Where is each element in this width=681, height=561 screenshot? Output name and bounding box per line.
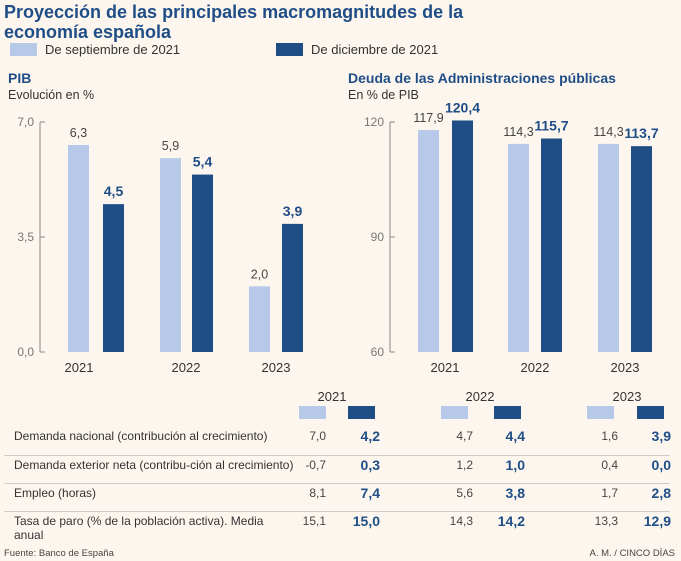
- data-label: 5,4: [193, 154, 213, 170]
- table-row: Demanda nacional (contribución al crecim…: [4, 427, 671, 454]
- y-tick-label: 0,0: [17, 345, 34, 359]
- value-sept: 1,2: [456, 458, 473, 472]
- bar: [541, 138, 562, 352]
- value-sept: 8,1: [309, 486, 326, 500]
- credit: A. M. / CINCO DÍAS: [589, 548, 675, 559]
- data-label: 4,5: [104, 183, 124, 199]
- value-sept: 1,7: [601, 486, 618, 500]
- bar: [103, 204, 124, 352]
- value-sept: 13,3: [594, 514, 618, 528]
- data-label: 114,3: [503, 125, 533, 139]
- bar: [598, 143, 619, 352]
- y-tick-label: 7,0: [17, 115, 34, 129]
- y-tick-label: 90: [371, 230, 385, 244]
- bar: [68, 145, 89, 352]
- row-label: Empleo (horas): [14, 486, 97, 500]
- deuda-title: Deuda de las Administraciones públicas: [348, 70, 616, 86]
- value-sept: -0,7: [305, 458, 326, 472]
- value-dic: 1,0: [505, 457, 525, 473]
- y-tick-label: 3,5: [17, 230, 34, 244]
- value-dic: 0,3: [360, 457, 380, 473]
- value-dic: 7,4: [360, 485, 380, 501]
- value-sept: 4,7: [456, 429, 473, 443]
- table-swatch-sept: [587, 406, 614, 419]
- value-dic: 12,9: [643, 513, 671, 529]
- x-tick-label: 2021: [431, 360, 460, 375]
- value-dic: 3,9: [651, 428, 671, 444]
- bar: [452, 120, 473, 352]
- bar: [418, 130, 439, 352]
- x-tick-label: 2022: [172, 360, 201, 375]
- row-label: Demanda exterior neta (contribu-ción al …: [14, 458, 294, 472]
- table-row: Tasa de paro (% de la población activa).…: [4, 511, 671, 542]
- data-label: 3,9: [283, 203, 303, 219]
- legend-swatch-sept: [10, 43, 37, 56]
- value-dic: 4,2: [360, 428, 380, 444]
- source: Fuente: Banco de España: [4, 548, 114, 559]
- data-label: 5,9: [162, 139, 179, 153]
- table-swatch-sept: [299, 406, 326, 419]
- legend-label: De diciembre de 2021: [311, 42, 439, 57]
- x-tick-label: 2023: [611, 360, 640, 375]
- table-swatch-dic: [494, 406, 521, 419]
- table-row: Demanda exterior neta (contribu-ción al …: [4, 455, 671, 483]
- bar: [282, 223, 303, 352]
- pib-title: PIB: [8, 70, 32, 86]
- page-title: Proyección de las principales macromagni…: [4, 2, 464, 42]
- x-tick-label: 2021: [65, 360, 94, 375]
- data-label: 6,3: [70, 126, 87, 140]
- data-label: 117,9: [413, 111, 443, 125]
- table-row: Empleo (horas) 8,1 7,4 5,6 3,8 1,7 2,8: [4, 483, 671, 511]
- value-sept: 14,3: [449, 514, 473, 528]
- x-tick-label: 2023: [262, 360, 291, 375]
- data-label: 115,7: [534, 117, 568, 133]
- y-tick-label: 60: [371, 345, 385, 359]
- row-label: Demanda nacional (contribución al crecim…: [14, 429, 268, 443]
- value-sept: 0,4: [601, 458, 618, 472]
- bar: [249, 286, 270, 352]
- data-label: 2,0: [251, 267, 268, 281]
- legend-swatch-dic: [276, 43, 303, 56]
- row-label: Tasa de paro (% de la población activa).…: [14, 514, 264, 542]
- table-swatch-dic: [637, 406, 664, 419]
- legend-label: De septiembre de 2021: [45, 42, 181, 57]
- y-tick-label: 120: [364, 115, 384, 129]
- value-dic: 3,8: [505, 485, 525, 501]
- table-swatch-dic: [348, 406, 375, 419]
- table-year: 2021: [317, 389, 347, 404]
- value-sept: 15,1: [302, 514, 326, 528]
- value-dic: 0,0: [651, 457, 671, 473]
- data-label: 120,4: [445, 99, 480, 115]
- x-tick-label: 2022: [521, 360, 550, 375]
- bar: [192, 174, 213, 352]
- value-sept: 7,0: [309, 429, 326, 443]
- table-swatch-sept: [441, 406, 468, 419]
- table-year: 2023: [612, 389, 642, 404]
- value-sept: 5,6: [456, 486, 473, 500]
- legend-sept: De septiembre de 2021: [10, 42, 180, 57]
- bar: [508, 143, 529, 352]
- table-year: 2022: [465, 389, 495, 404]
- data-label: 114,3: [593, 125, 623, 139]
- legend-dic: De diciembre de 2021: [276, 42, 438, 57]
- charts-svg: 0,0 3,5 7,0 2021 6,3 4,5 2022 5,9 5,4 2023 2,0 3,9 6…: [17, 99, 659, 375]
- value-dic: 4,4: [505, 428, 525, 444]
- value-dic: 2,8: [651, 485, 671, 501]
- deuda-subtitle: En % de PIB: [348, 88, 419, 102]
- pib-subtitle: Evolución en %: [8, 88, 95, 102]
- value-dic: 15,0: [352, 513, 380, 529]
- data-label: 113,7: [624, 125, 658, 141]
- bar: [160, 158, 181, 352]
- value-sept: 1,6: [601, 429, 618, 443]
- value-dic: 14,2: [497, 513, 525, 529]
- bar: [631, 146, 652, 352]
